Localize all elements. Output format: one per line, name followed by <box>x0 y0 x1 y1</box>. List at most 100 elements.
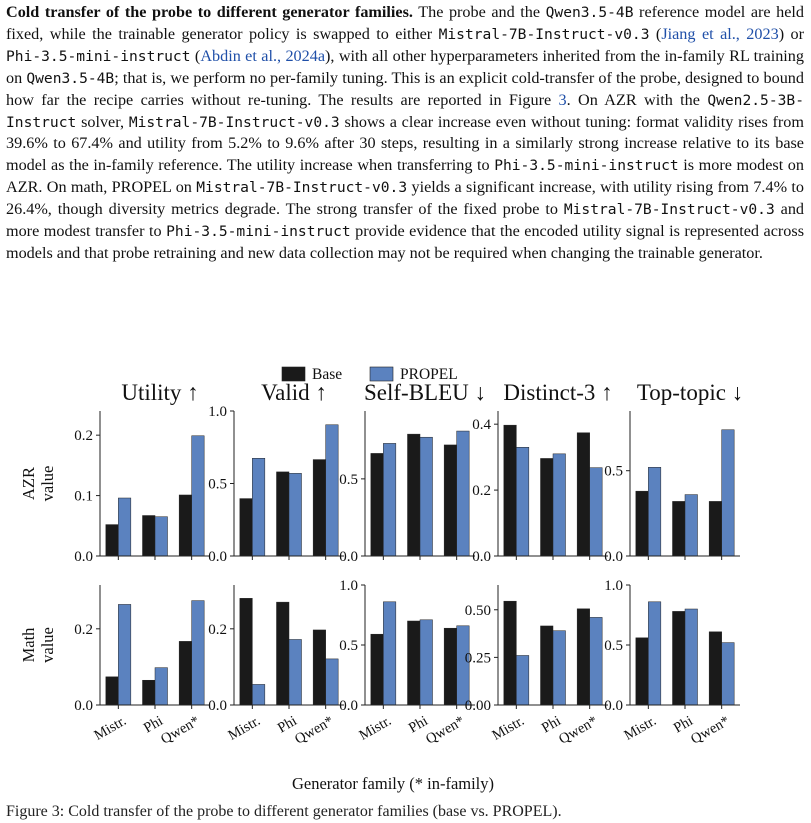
panel-azr-2: 0.0 0.5 1.0 <box>208 404 344 565</box>
column-title: Valid ↑ <box>261 380 327 405</box>
y-tick-label: 0.2 <box>472 483 491 499</box>
bar-propel <box>456 430 470 557</box>
bar-base <box>239 498 253 557</box>
bar-propel <box>552 453 566 557</box>
paragraph-text: provide evidence that the encoded utilit… <box>6 222 805 262</box>
bar-propel <box>516 655 530 706</box>
y-tick-label: 0.2 <box>208 622 227 638</box>
bar-base <box>178 641 192 706</box>
bar-base <box>407 620 421 706</box>
paragraph-text: solver, <box>76 112 129 131</box>
bar-base <box>635 490 649 557</box>
bar-base <box>312 459 326 557</box>
bar-propel <box>154 667 168 706</box>
bar-propel <box>684 494 698 557</box>
paragraph-text: The probe and the <box>412 3 546 21</box>
y-tick-label: 0.5 <box>339 638 358 654</box>
bar-base <box>370 453 384 557</box>
paragraph-text: and more modest transfer to <box>6 200 805 241</box>
bar-base <box>503 424 517 557</box>
bar-base <box>239 598 253 706</box>
bar-base <box>276 471 290 557</box>
x-tick-label: Qwen* <box>158 713 202 748</box>
bar-propel <box>419 619 433 706</box>
paragraph-text: ; that is, we perform no per-family tuni… <box>6 68 804 109</box>
paragraph-body: The probe and the Qwen3.5-4B reference m… <box>6 3 804 262</box>
bar-propel <box>721 429 735 557</box>
bar-base <box>672 501 686 557</box>
bar-base <box>312 629 326 706</box>
bar-propel <box>419 436 433 557</box>
bar-base <box>708 631 722 706</box>
model-name: Qwen3.5-4B <box>545 4 634 21</box>
legend-swatch-propel <box>369 366 394 382</box>
bar-propel <box>252 458 266 557</box>
citation-link[interactable]: 3 <box>558 90 567 109</box>
bar-propel <box>383 443 397 557</box>
y-tick-label: 0.50 <box>465 603 491 619</box>
model-name: Mistral-7B-Instruct-v0.3 <box>438 25 650 43</box>
y-tick-label: 0.25 <box>465 650 491 666</box>
body-paragraph: Cold transfer of the probe to different … <box>6 2 804 265</box>
y-tick-label: 0.0 <box>339 549 358 565</box>
row-label-line: value <box>38 466 57 502</box>
model-name: Qwen3.5-4B <box>26 69 115 87</box>
row-label-line: Math <box>19 627 38 663</box>
x-tick-label: Qwen* <box>556 713 600 748</box>
bar-base <box>105 676 119 706</box>
legend-swatch-base <box>281 366 306 382</box>
bar-propel <box>589 467 603 557</box>
legend-label-base: Base <box>312 366 342 383</box>
row-label: Math value <box>19 627 57 663</box>
paragraph-text: is more modest on AZR. On math, PROPEL o… <box>6 156 804 197</box>
row-label: AZR value <box>19 466 57 502</box>
bar-base <box>540 458 554 557</box>
y-tick-label: 0.0 <box>208 549 227 565</box>
y-tick-label: 0.4 <box>472 417 491 433</box>
model-name: Qwen2.5-3B-Instruct <box>6 91 804 131</box>
column-title: Distinct-3 ↑ <box>503 380 612 405</box>
bar-propel <box>383 601 397 706</box>
transfer-figure: Base PROPEL Utility ↑ Valid ↑ Self-BLEU ↓ Di… <box>19 366 743 793</box>
bar-base <box>576 432 590 557</box>
row-label-line: value <box>38 627 57 663</box>
y-tick-label: 0.0 <box>74 698 93 714</box>
model-name: Mistral-7B-Instruct-v0.3 <box>128 113 340 131</box>
bar-propel <box>325 658 339 706</box>
bar-propel <box>684 608 698 706</box>
model-name: Mistral-7B-Instruct-v0.3 <box>563 201 775 219</box>
column-titles: Utility ↑ Valid ↑ Self-BLEU ↓ Distinct-3 ↑ T… <box>121 380 743 405</box>
panel-azr-4: 0.0 0.2 0.4 <box>472 411 608 565</box>
y-tick-label: 0.5 <box>208 477 227 493</box>
bar-propel <box>516 447 530 557</box>
x-tick-label: Mistr. <box>489 713 527 744</box>
y-tick-label: 0.5 <box>604 638 623 654</box>
bar-propel <box>191 435 205 557</box>
row-label-line: AZR <box>19 467 38 500</box>
y-tick-label: 0.1 <box>74 489 93 505</box>
bar-base <box>178 494 192 557</box>
x-tick-label: Mistr. <box>91 713 129 744</box>
x-tick-label: Qwen* <box>423 713 467 748</box>
panel-azr-3: 0.0 0.5 <box>339 411 475 565</box>
x-axis-label: Generator family (* in-family) <box>292 774 494 793</box>
bar-propel <box>288 473 302 557</box>
citation-link[interactable]: Abdin et al., 2024a <box>200 46 326 65</box>
bar-propel <box>154 516 168 557</box>
paragraph-text: shows a clear increase even without tuni… <box>6 112 804 175</box>
y-tick-label: 1.0 <box>339 578 358 594</box>
bar-propel <box>288 639 302 706</box>
y-tick-label: 0.2 <box>74 428 93 444</box>
bar-base <box>635 637 649 706</box>
y-tick-label: 0.0 <box>208 698 227 714</box>
figure-caption-partial: Figure 3: Cold transfer of the probe to … <box>6 803 562 820</box>
y-tick-label: 0.0 <box>339 698 358 714</box>
bar-base <box>708 501 722 557</box>
bar-base <box>576 608 590 706</box>
bar-propel <box>552 630 566 706</box>
citation-link[interactable]: Jiang et al., 2023 <box>661 24 779 43</box>
